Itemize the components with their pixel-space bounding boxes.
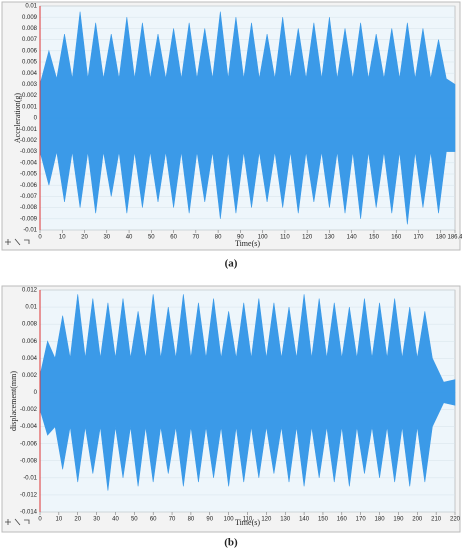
x-tick-label: 160 — [337, 517, 348, 523]
y-tick-label: -0.009 — [20, 216, 38, 222]
x-tick-label: 110 — [243, 517, 253, 523]
y-tick-label: -0.01 — [23, 228, 37, 234]
toolbar-a[interactable] — [5, 238, 30, 246]
x-tick-label: 40 — [112, 517, 119, 523]
y-tick-label: 0.008 — [22, 26, 38, 32]
x-tick-label: 0 — [38, 235, 42, 241]
x-tick-label: 90 — [237, 235, 244, 241]
y-tick-label: 0.006 — [22, 48, 38, 54]
x-tick-label: 190 — [393, 517, 404, 523]
y-tick-label: 0.01 — [25, 4, 37, 10]
x-tick-label: 90 — [206, 517, 213, 523]
y-tick-label: -0.01 — [23, 475, 37, 481]
x-tick-label: 160 — [391, 235, 402, 241]
x-tick-label: 100 — [258, 235, 269, 241]
y-tick-label: -0.008 — [20, 205, 38, 211]
y-tick-label: 0.01 — [25, 305, 37, 311]
y-tick-label: -0.012 — [20, 493, 38, 499]
y-tick-label: 0.004 — [22, 356, 38, 362]
x-tick-label: 200 — [412, 517, 423, 523]
x-tick-label: 60 — [150, 517, 157, 523]
y-tick-label: 0.003 — [22, 82, 38, 88]
y-axis-label: Acceleration(g) — [13, 93, 22, 144]
x-tick-label: 120 — [261, 517, 272, 523]
y-tick-label: 0 — [34, 390, 38, 396]
y-tick-label: -0.003 — [20, 149, 38, 155]
x-tick-label: 210 — [431, 517, 442, 523]
x-tick-label: 20 — [74, 517, 81, 523]
y-tick-label: 0.005 — [22, 60, 38, 66]
x-tick-label: 180 — [375, 517, 386, 523]
y-tick-label: 0.002 — [22, 93, 38, 99]
x-tick-label: 50 — [131, 517, 138, 523]
y-tick-label: 0.002 — [22, 373, 38, 379]
y-tick-label: 0.012 — [22, 288, 38, 294]
x-tick-label: 40 — [126, 235, 133, 241]
y-tick-label: -0.002 — [20, 407, 38, 413]
x-tick-label: 10 — [59, 235, 66, 241]
x-tick-label: 60 — [170, 235, 177, 241]
x-tick-label: 0 — [38, 517, 42, 523]
y-tick-label: -0.006 — [20, 183, 38, 189]
x-tick-label: 220 — [450, 517, 461, 523]
x-tick-label: 186.4 — [447, 235, 462, 241]
x-tick-label: 170 — [413, 235, 424, 241]
x-tick-label: 20 — [81, 235, 88, 241]
y-tick-label: 0.007 — [22, 37, 38, 43]
y-tick-label: 0.001 — [22, 104, 38, 110]
x-tick-label: 130 — [280, 517, 291, 523]
y-tick-label: -0.005 — [20, 172, 38, 178]
x-tick-label: 50 — [148, 235, 155, 241]
y-tick-label: -0.008 — [20, 458, 38, 464]
x-tick-label: 30 — [103, 235, 110, 241]
x-tick-label: 30 — [93, 517, 100, 523]
signal-envelope — [39, 11, 456, 119]
caption: (b) — [224, 537, 238, 549]
toolbar-b[interactable] — [5, 518, 30, 526]
y-tick-label: 0.009 — [22, 15, 38, 21]
x-tick-label: 10 — [56, 517, 63, 523]
y-tick-label: -0.001 — [20, 127, 38, 133]
signal-envelope — [39, 392, 456, 491]
x-axis-label: Time(s) — [235, 518, 260, 527]
x-tick-label: 150 — [318, 517, 329, 523]
x-axis-label: Time(s) — [235, 239, 260, 248]
y-axis-label: displacement(mm) — [9, 371, 18, 431]
y-tick-label: -0.002 — [20, 138, 38, 144]
y-tick-label: 0.004 — [22, 71, 38, 77]
signal-envelope — [39, 294, 456, 393]
x-tick-label: 70 — [169, 517, 176, 523]
x-tick-label: 180 — [436, 235, 447, 241]
y-tick-label: -0.004 — [20, 424, 38, 430]
signal-envelope — [39, 117, 456, 225]
y-tick-label: 0.008 — [22, 322, 38, 328]
caption: (a) — [225, 258, 238, 270]
x-tick-label: 110 — [280, 235, 290, 241]
y-tick-label: -0.007 — [20, 194, 38, 200]
x-tick-label: 70 — [193, 235, 200, 241]
x-tick-label: 140 — [347, 235, 358, 241]
x-tick-label: 170 — [356, 517, 367, 523]
x-tick-label: 80 — [188, 517, 195, 523]
x-tick-label: 140 — [299, 517, 310, 523]
x-tick-label: 150 — [369, 235, 380, 241]
y-tick-label: -0.004 — [20, 160, 38, 166]
x-tick-label: 130 — [324, 235, 335, 241]
x-tick-label: 80 — [215, 235, 222, 241]
y-tick-label: -0.014 — [20, 510, 38, 516]
y-tick-label: 0 — [34, 116, 38, 122]
y-tick-label: 0.006 — [22, 339, 38, 345]
x-tick-label: 120 — [302, 235, 313, 241]
y-tick-label: -0.006 — [20, 441, 38, 447]
x-tick-label: 100 — [224, 517, 235, 523]
